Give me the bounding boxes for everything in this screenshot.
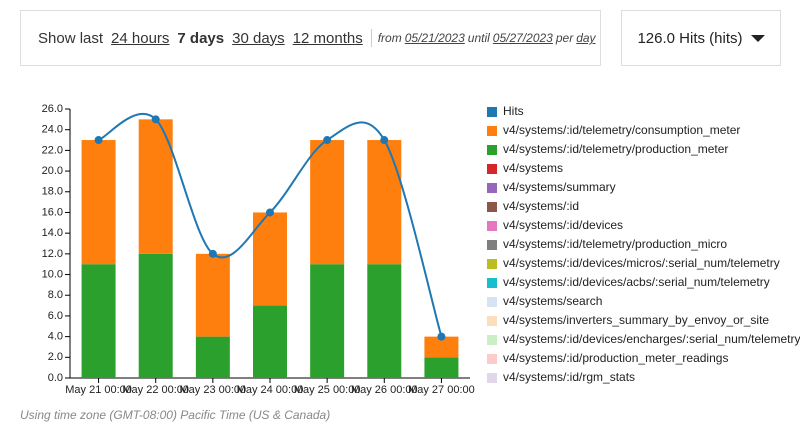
y-tick-label: 16.0: [42, 206, 63, 218]
line-point: [208, 249, 217, 258]
legend-swatch: [487, 240, 497, 250]
line-point: [266, 208, 274, 217]
range-controls: Show last 24 hours 7 days 30 days 12 mon…: [20, 10, 601, 66]
x-tick-label: May 22 00:00: [122, 384, 189, 396]
x-tick-label: May 21 00:00: [65, 384, 132, 396]
legend-label: Hits: [503, 104, 524, 118]
bar-segment: [424, 336, 459, 358]
y-tick-label: 14.0: [42, 227, 63, 239]
bar-segment: [81, 140, 116, 265]
metric-dropdown[interactable]: 126.0 Hits (hits): [621, 10, 781, 66]
y-tick-label: 18.0: [42, 186, 63, 198]
metric-label: 126.0 Hits (hits): [637, 29, 743, 47]
y-tick-label: 10.0: [42, 268, 63, 280]
bar-segment: [424, 357, 459, 378]
bar-segment: [195, 253, 230, 337]
legend-label: v4/systems/:id/telemetry/production_mete…: [503, 142, 728, 156]
y-tick-label: 4.0: [48, 331, 63, 343]
y-tick-label: 26.0: [42, 103, 63, 115]
x-tick-label: May 27 00:00: [408, 384, 475, 396]
legend-label: v4/systems/:id/devices/acbs/:serial_num/…: [503, 275, 770, 289]
x-tick-label: May 25 00:00: [294, 384, 361, 396]
bar-segment: [138, 253, 173, 378]
legend-label: v4/systems/:id/devices: [503, 218, 623, 232]
x-tick-label: May 26 00:00: [351, 384, 418, 396]
legend-label: v4/systems/summary: [503, 180, 616, 194]
legend-swatch: [487, 183, 497, 193]
legend-swatch: [487, 202, 497, 212]
legend-swatch: [487, 259, 497, 269]
separator: [370, 29, 372, 47]
bar-segment: [195, 336, 230, 378]
legend-label: v4/systems/search: [503, 294, 602, 308]
bar-segment: [310, 264, 345, 378]
legend-swatch: [487, 278, 497, 288]
show-last-label: Show last: [38, 29, 104, 47]
legend-swatch: [487, 107, 497, 117]
range-option[interactable]: 24 hours: [111, 29, 170, 47]
line-point: [437, 332, 446, 341]
legend-label: v4/systems/inverters_summary_by_envoy_or…: [503, 313, 769, 327]
legend-label: v4/systems: [503, 161, 563, 175]
y-tick-label: 6.0: [48, 310, 63, 322]
line-point: [94, 136, 103, 145]
until-label: until: [467, 31, 490, 45]
bar-segment: [81, 264, 116, 378]
legend-swatch: [487, 221, 497, 231]
per-label: per: [555, 31, 574, 45]
bar-segment: [310, 140, 345, 265]
line-point: [380, 136, 389, 145]
legend-swatch: [487, 164, 497, 174]
y-tick-label: 20.0: [42, 165, 63, 177]
bar-segment: [253, 212, 287, 306]
legend-swatch: [487, 354, 497, 364]
dropdown-caret: [750, 34, 765, 42]
bar-segment: [367, 140, 402, 265]
legend-swatch: [487, 145, 497, 155]
y-tick-label: 24.0: [42, 124, 63, 136]
legend-swatch: [487, 373, 497, 383]
y-tick-label: 0.0: [48, 372, 63, 384]
legend-swatch: [487, 126, 497, 136]
line-point: [323, 136, 332, 145]
bar-segment: [253, 305, 287, 378]
start-date[interactable]: 05/21/2023: [404, 31, 465, 45]
range-option[interactable]: 30 days: [232, 29, 285, 47]
end-date[interactable]: 05/27/2023: [492, 31, 553, 45]
chart: 0.0 2.0 4.0 6.0 8.0 10.0 12.0 14.0 16.0 18.0 20.0 2…: [42, 103, 800, 396]
y-tick-label: 8.0: [48, 289, 63, 301]
legend-label: v4/systems/:id/devices/micros/:serial_nu…: [503, 256, 780, 270]
bar-segment: [367, 264, 402, 378]
from-label: from: [377, 31, 402, 45]
legend-label: v4/systems/:id/production_meter_readings: [503, 351, 728, 365]
legend-swatch: [487, 297, 497, 307]
legend-label: v4/systems/:id/telemetry/consumption_met…: [503, 123, 740, 137]
range-option[interactable]: 12 months: [292, 29, 363, 47]
legend-swatch: [487, 335, 497, 345]
timezone-note: Using time zone (GMT-08:00) Pacific Time…: [20, 408, 331, 422]
legend-label: v4/systems/:id/telemetry/production_micr…: [503, 237, 727, 251]
range-option[interactable]: 7 days: [177, 29, 225, 47]
x-tick-label: May 24 00:00: [237, 384, 304, 396]
legend-label: v4/systems/:id/devices/encharges/:serial…: [503, 332, 800, 346]
legend-swatch: [487, 316, 497, 326]
x-tick-label: May 23 00:00: [180, 384, 247, 396]
y-tick-label: 22.0: [42, 144, 63, 156]
y-tick-label: 2.0: [48, 351, 63, 363]
legend-label: v4/systems/:id: [503, 199, 579, 213]
legend-label: v4/systems/:id/rgm_stats: [503, 370, 635, 384]
y-tick-label: 12.0: [42, 248, 63, 260]
line-point: [151, 115, 160, 124]
period[interactable]: day: [576, 31, 596, 45]
bar-segment: [138, 119, 173, 254]
